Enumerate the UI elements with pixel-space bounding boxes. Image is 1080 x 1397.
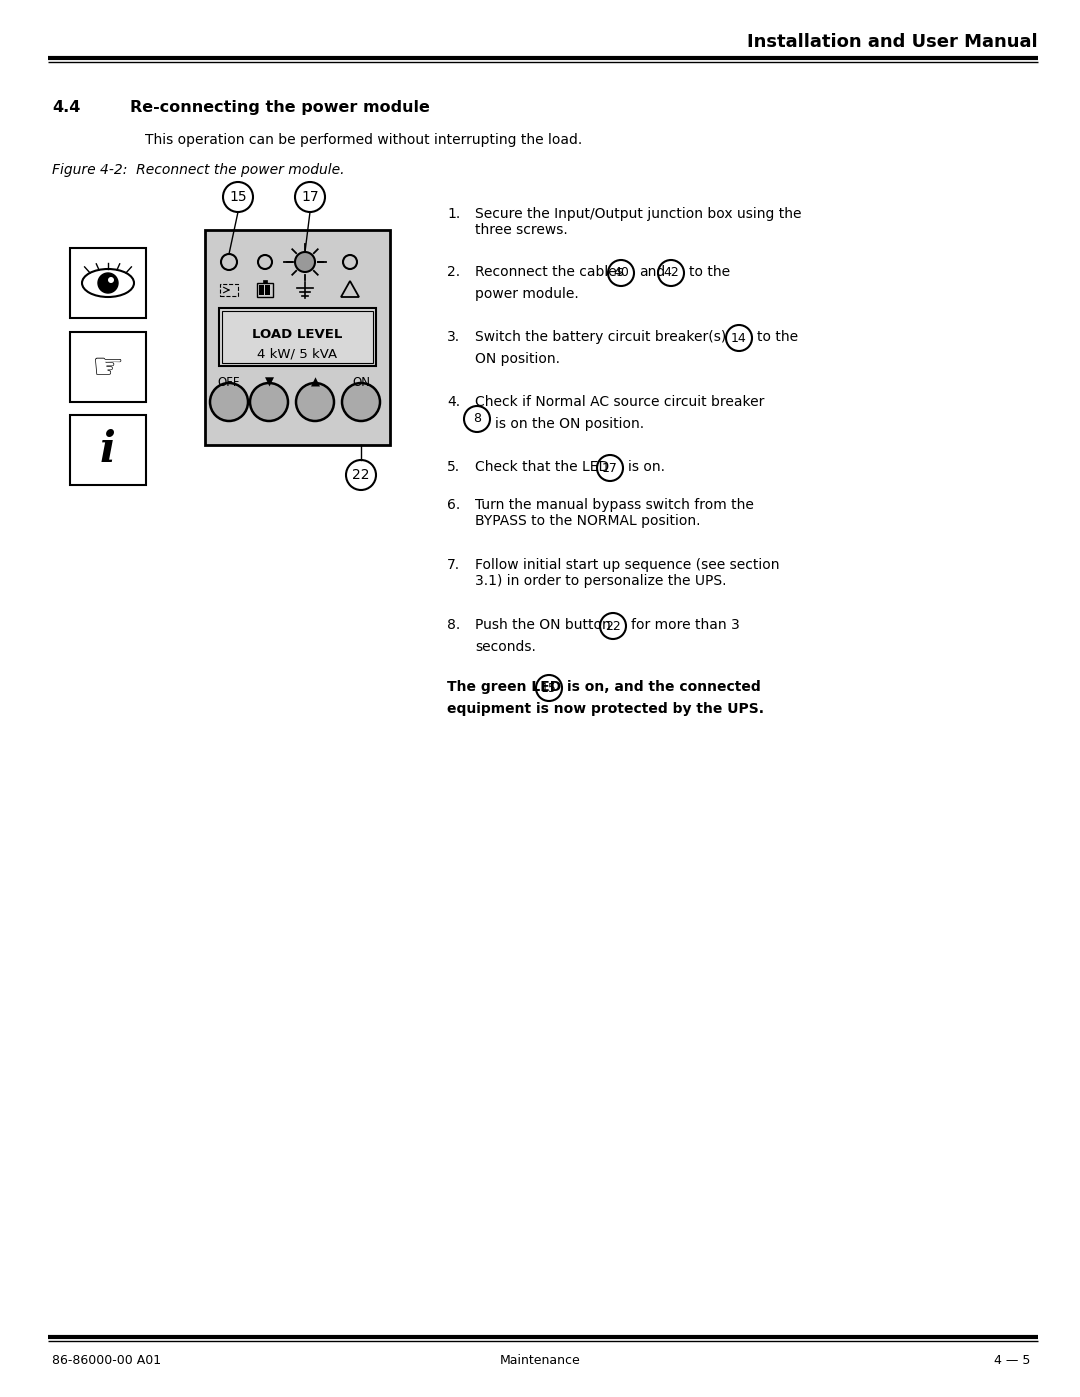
Text: Turn the manual bypass switch from the
BYPASS to the NORMAL position.: Turn the manual bypass switch from the B… bbox=[475, 497, 754, 528]
Text: power module.: power module. bbox=[475, 286, 579, 300]
Text: This operation can be performed without interrupting the load.: This operation can be performed without … bbox=[145, 133, 582, 147]
Text: ▲: ▲ bbox=[311, 376, 320, 388]
Text: LOAD LEVEL: LOAD LEVEL bbox=[253, 327, 342, 341]
Text: 40: 40 bbox=[613, 267, 629, 279]
Text: ▼: ▼ bbox=[265, 376, 273, 388]
Text: is on, and the connected: is on, and the connected bbox=[567, 680, 760, 694]
Text: Switch the battery circuit breaker(s): Switch the battery circuit breaker(s) bbox=[475, 330, 726, 344]
Text: OFF: OFF bbox=[218, 376, 240, 388]
Text: 42: 42 bbox=[663, 267, 679, 279]
Text: is on.: is on. bbox=[627, 460, 665, 474]
Text: Maintenance: Maintenance bbox=[500, 1354, 580, 1366]
Text: is on the ON position.: is on the ON position. bbox=[495, 416, 644, 432]
Text: 1.: 1. bbox=[447, 207, 460, 221]
Circle shape bbox=[342, 383, 380, 420]
Text: for more than 3: for more than 3 bbox=[631, 617, 740, 631]
Bar bbox=[257, 284, 273, 298]
Text: Push the ON button: Push the ON button bbox=[475, 617, 611, 631]
Text: 15: 15 bbox=[229, 190, 247, 204]
Text: 15: 15 bbox=[541, 682, 557, 694]
Text: ON: ON bbox=[352, 376, 370, 388]
Circle shape bbox=[249, 383, 288, 420]
Text: Check that the LED: Check that the LED bbox=[475, 460, 609, 474]
Bar bbox=[264, 279, 267, 284]
Bar bbox=[70, 415, 146, 485]
Text: ☞: ☞ bbox=[92, 351, 124, 384]
Text: ON position.: ON position. bbox=[475, 352, 561, 366]
Circle shape bbox=[296, 383, 334, 420]
Text: and: and bbox=[639, 265, 665, 279]
Text: Re-connecting the power module: Re-connecting the power module bbox=[130, 101, 430, 115]
Text: Check if Normal AC source circuit breaker: Check if Normal AC source circuit breake… bbox=[475, 395, 765, 409]
Text: 3.: 3. bbox=[447, 330, 460, 344]
Text: Figure 4-2:  Reconnect the power module.: Figure 4-2: Reconnect the power module. bbox=[52, 163, 345, 177]
Bar bbox=[259, 285, 264, 295]
Text: 5.: 5. bbox=[447, 460, 460, 474]
Text: 22: 22 bbox=[605, 619, 621, 633]
Text: 8.: 8. bbox=[447, 617, 460, 631]
Text: 17: 17 bbox=[301, 190, 319, 204]
Text: 4 kW/ 5 kVA: 4 kW/ 5 kVA bbox=[257, 348, 338, 360]
Text: to the: to the bbox=[689, 265, 730, 279]
Circle shape bbox=[295, 251, 315, 272]
Text: seconds.: seconds. bbox=[475, 640, 536, 654]
Circle shape bbox=[210, 383, 248, 420]
Text: equipment is now protected by the UPS.: equipment is now protected by the UPS. bbox=[447, 703, 764, 717]
Bar bbox=[220, 284, 238, 296]
Text: to the: to the bbox=[757, 330, 798, 344]
Text: 2.: 2. bbox=[447, 265, 460, 279]
Bar bbox=[265, 285, 270, 295]
Text: The green LED: The green LED bbox=[447, 680, 562, 694]
Bar bbox=[205, 231, 390, 446]
Text: 8: 8 bbox=[473, 412, 481, 426]
Text: 14: 14 bbox=[731, 331, 747, 345]
Text: 22: 22 bbox=[352, 468, 369, 482]
Text: 17: 17 bbox=[602, 461, 618, 475]
Text: 4.: 4. bbox=[447, 395, 460, 409]
Text: 7.: 7. bbox=[447, 557, 460, 571]
Circle shape bbox=[98, 272, 118, 293]
Circle shape bbox=[108, 277, 114, 284]
Bar bbox=[70, 249, 146, 319]
Text: 86-86000-00 A01: 86-86000-00 A01 bbox=[52, 1354, 161, 1366]
Bar bbox=[219, 307, 376, 366]
Text: Secure the Input/Output junction box using the
three screws.: Secure the Input/Output junction box usi… bbox=[475, 207, 801, 237]
Text: 4 — 5: 4 — 5 bbox=[994, 1354, 1030, 1366]
Text: i: i bbox=[100, 429, 116, 471]
Text: Installation and User Manual: Installation and User Manual bbox=[747, 34, 1038, 52]
Bar bbox=[222, 312, 373, 363]
Text: 4.4: 4.4 bbox=[52, 101, 80, 115]
Text: Follow initial start up sequence (see section
3.1) in order to personalize the U: Follow initial start up sequence (see se… bbox=[475, 557, 780, 588]
Text: Reconnect the cables: Reconnect the cables bbox=[475, 265, 624, 279]
Bar bbox=[70, 332, 146, 402]
Text: 6.: 6. bbox=[447, 497, 460, 511]
